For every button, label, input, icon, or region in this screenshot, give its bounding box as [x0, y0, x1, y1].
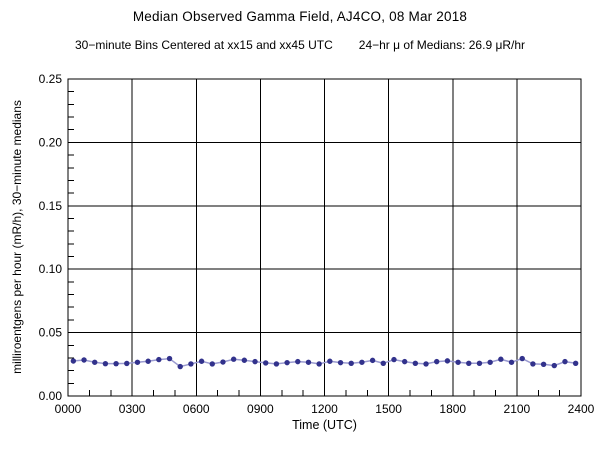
median-data-point: [476, 360, 483, 366]
median-data-point: [263, 360, 269, 366]
median-data-point: [434, 358, 440, 365]
median-data-point: [220, 359, 226, 365]
median-data-point: [444, 358, 451, 364]
median-data-point: [188, 361, 194, 367]
median-data-point: [423, 361, 429, 367]
x-axis-title: Time (UTC): [292, 418, 357, 432]
y-tick-label: 0.00: [39, 389, 63, 403]
median-data-point: [348, 360, 354, 366]
median-data-point: [284, 359, 290, 366]
median-data-point: [295, 358, 301, 365]
x-tick-label: 1200: [311, 402, 338, 416]
median-data-point: [198, 358, 205, 364]
median-data-point: [391, 356, 397, 363]
median-data-point: [241, 357, 248, 363]
median-data-point: [401, 358, 408, 365]
subtitle-mean-value: 24−hr μ of Medians: 26.9 μR/hr: [358, 38, 526, 52]
median-data-point: [230, 356, 237, 362]
median-data-point: [102, 360, 109, 367]
median-data-point: [316, 361, 322, 367]
median-data-point: [134, 359, 141, 365]
median-data-point: [166, 355, 173, 362]
x-tick-label: 0900: [247, 402, 274, 416]
median-data-point: [252, 358, 258, 365]
x-tick-label: 1500: [375, 402, 402, 416]
median-data-point: [209, 361, 215, 367]
median-data-point: [81, 357, 87, 363]
y-tick-label: 0.25: [39, 72, 63, 86]
median-data-point: [540, 361, 547, 367]
x-tick-label: 1800: [439, 402, 466, 416]
median-data-point: [562, 358, 568, 365]
median-data-point: [124, 360, 130, 367]
x-tick-label: 2400: [568, 402, 595, 416]
x-tick-label: 2100: [504, 402, 531, 416]
median-data-point: [551, 362, 557, 369]
median-data-point: [466, 360, 472, 366]
median-data-point: [273, 361, 280, 367]
median-data-point: [369, 357, 376, 364]
chart-title: Median Observed Gamma Field, AJ4CO, 08 M…: [132, 9, 468, 24]
median-data-point: [113, 360, 119, 367]
x-tick-label: 0000: [55, 402, 82, 416]
median-data-point: [508, 359, 515, 365]
x-tick-label: 0600: [183, 402, 210, 416]
median-data-point: [498, 356, 504, 362]
x-tick-label: 0300: [119, 402, 146, 416]
y-tick-label: 0.20: [39, 135, 63, 149]
y-tick-label: 0.10: [39, 262, 63, 276]
median-data-point: [487, 359, 493, 365]
median-data-point: [305, 359, 312, 365]
median-data-point: [145, 358, 151, 364]
chart-subtitle: 30−minute Bins Centered at xx15 and xx45…: [0, 38, 600, 52]
median-data-point: [572, 360, 579, 366]
median-data-point: [156, 356, 162, 363]
subtitle-bins-note: 30−minute Bins Centered at xx15 and xx45…: [74, 38, 333, 52]
y-tick-label: 0.05: [39, 326, 63, 340]
median-data-point: [359, 359, 365, 365]
median-data-point: [70, 358, 77, 364]
median-data-point: [519, 355, 525, 362]
median-data-point: [380, 360, 386, 366]
median-data-point: [327, 358, 333, 364]
median-data-point: [337, 359, 344, 366]
plot-frame: [67, 78, 582, 397]
median-data-point: [455, 359, 461, 365]
median-data-point: [530, 361, 536, 367]
median-data-point: [412, 360, 419, 366]
median-data-point: [177, 363, 183, 370]
median-data-point: [92, 359, 98, 365]
y-tick-label: 0.15: [39, 199, 63, 213]
